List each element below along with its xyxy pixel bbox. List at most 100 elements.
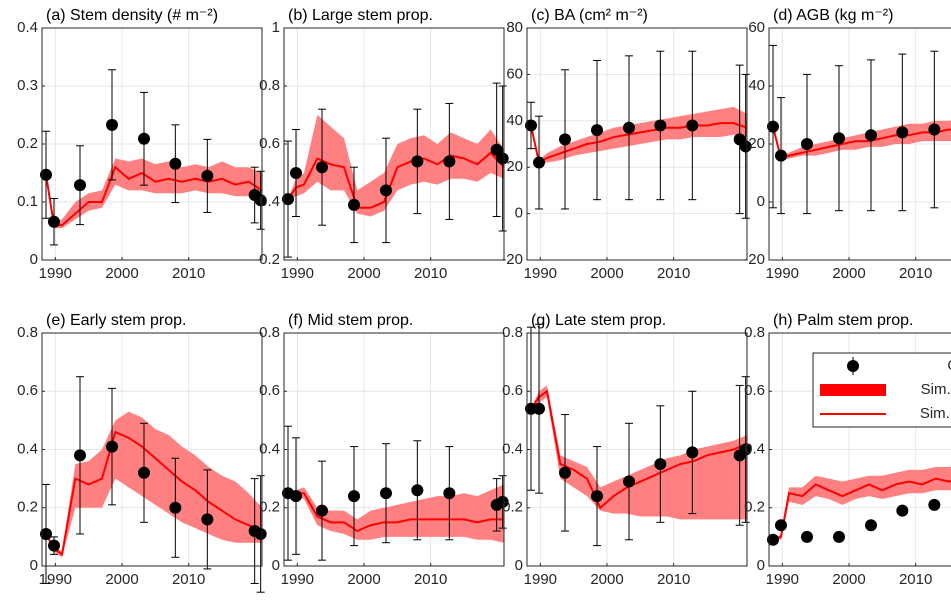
y-tick-label: 0.4 bbox=[17, 440, 38, 457]
panel: -20 0 20 40 60 1990 2000 2010 (d) AGB (kg m⁻²) bbox=[743, 7, 951, 282]
x-tick-label: 2010 bbox=[657, 265, 690, 282]
obs-point bbox=[654, 119, 667, 132]
y-tick-label: 0 bbox=[515, 557, 523, 574]
obs-point bbox=[496, 495, 509, 508]
x-tick-label: 2000 bbox=[347, 571, 380, 588]
obs-point bbox=[48, 539, 60, 552]
obs-point bbox=[559, 133, 571, 146]
y-tick-label: 0.2 bbox=[17, 499, 38, 516]
obs-point bbox=[865, 129, 877, 142]
y-tick-label: 0 bbox=[757, 193, 765, 210]
obs-point bbox=[654, 458, 667, 471]
axes-box bbox=[283, 332, 505, 567]
obs-point bbox=[290, 167, 302, 179]
sim-band bbox=[288, 115, 504, 217]
obs-point bbox=[767, 533, 779, 546]
y-tick-label: 60 bbox=[506, 65, 523, 82]
panel: 0 0.2 0.4 0.6 0.8 1990 2000 2010 (g) Late stem p… bbox=[502, 312, 752, 588]
y-tick-label: 0 bbox=[30, 557, 38, 574]
obs-point bbox=[201, 513, 214, 526]
y-tick-label: 0.6 bbox=[744, 382, 765, 399]
obs-point bbox=[801, 138, 813, 150]
panel: -20 0 20 40 60 80 1990 2000 2010 (c) BA (cm² m⁻²) bbox=[501, 7, 752, 282]
x-tick-label: 2000 bbox=[105, 571, 138, 588]
axes-box bbox=[41, 332, 263, 567]
obs-point bbox=[169, 501, 182, 514]
y-tick-label: 80 bbox=[506, 19, 523, 36]
panel: 0.2 0.4 0.6 0.8 1 1990 2000 2010 (b) Large stem … bbox=[259, 7, 509, 282]
panel-title: (f) Mid stem prop. bbox=[288, 312, 413, 329]
y-tick-label: 0.8 bbox=[17, 324, 38, 341]
obs-point bbox=[380, 184, 392, 197]
y-tick-label: 0.4 bbox=[259, 440, 280, 457]
x-tick-label: 2010 bbox=[172, 265, 205, 282]
obs-point bbox=[138, 466, 150, 479]
panel-title: (d) AGB (kg m⁻²) bbox=[773, 7, 893, 24]
x-tick-label: 1990 bbox=[766, 571, 799, 588]
y-tick-label: 20 bbox=[748, 135, 765, 152]
x-tick-label: 1990 bbox=[524, 265, 557, 282]
y-tick-label: 0.2 bbox=[259, 251, 280, 268]
x-tick-label: 2010 bbox=[657, 571, 690, 588]
obs-point bbox=[533, 156, 545, 169]
y-tick-label: 0.2 bbox=[17, 135, 38, 152]
x-tick-label: 2000 bbox=[347, 265, 380, 282]
obs-point bbox=[686, 446, 699, 459]
y-tick-label: 0.8 bbox=[259, 324, 280, 341]
obs-point bbox=[591, 490, 603, 503]
obs-point bbox=[525, 119, 537, 132]
obs-point bbox=[686, 119, 699, 132]
obs-point bbox=[801, 530, 813, 543]
y-tick-label: 0 bbox=[757, 557, 765, 574]
obs-point bbox=[74, 449, 86, 462]
x-tick-label: 2000 bbox=[105, 265, 138, 282]
obs-point bbox=[106, 118, 118, 131]
obs-point bbox=[775, 149, 787, 162]
y-tick-label: -20 bbox=[501, 251, 523, 268]
obs-point bbox=[411, 155, 424, 168]
obs-point bbox=[739, 140, 752, 153]
legend-label: Sim. std. bbox=[921, 381, 951, 398]
x-tick-label: 2000 bbox=[832, 265, 865, 282]
obs-point bbox=[169, 157, 182, 170]
y-tick-label: 0 bbox=[30, 251, 38, 268]
sim-line bbox=[772, 477, 951, 541]
x-tick-label: 1990 bbox=[281, 265, 314, 282]
obs-point bbox=[896, 504, 909, 517]
y-tick-label: 0.3 bbox=[17, 77, 38, 94]
legend-label: Sim. opt. bbox=[920, 405, 951, 422]
y-tick-label: 0.6 bbox=[259, 382, 280, 399]
obs-point bbox=[201, 169, 214, 182]
y-tick-label: 0.8 bbox=[502, 324, 523, 341]
panel: 0 0.2 0.4 0.6 0.8 1990 2000 2010 (e) Early stem … bbox=[17, 312, 267, 593]
axes-box bbox=[526, 27, 748, 261]
sim-line bbox=[45, 165, 263, 227]
obs-point bbox=[40, 527, 52, 540]
x-tick-label: 2010 bbox=[414, 265, 447, 282]
obs-point bbox=[928, 498, 941, 511]
sim-band bbox=[531, 385, 747, 520]
obs-point bbox=[865, 519, 877, 532]
obs-point bbox=[623, 475, 635, 488]
axes-box bbox=[41, 27, 263, 261]
y-tick-label: 0.2 bbox=[502, 499, 523, 516]
obs-point bbox=[40, 168, 52, 181]
obs-point bbox=[739, 443, 752, 456]
obs-point bbox=[623, 121, 635, 134]
y-tick-label: 0.2 bbox=[259, 499, 280, 516]
sim-line bbox=[287, 489, 504, 533]
x-tick-label: 1990 bbox=[281, 571, 314, 588]
y-tick-label: 0.4 bbox=[502, 440, 523, 457]
y-tick-label: -20 bbox=[743, 251, 765, 268]
obs-point bbox=[833, 132, 845, 145]
x-tick-label: 2000 bbox=[590, 571, 623, 588]
panel-title: (c) BA (cm² m⁻²) bbox=[531, 7, 648, 24]
y-tick-label: 0.1 bbox=[17, 193, 38, 210]
y-tick-label: 0 bbox=[515, 205, 523, 222]
x-tick-label: 2010 bbox=[899, 571, 932, 588]
y-tick-label: 0.4 bbox=[744, 440, 765, 457]
sim-line bbox=[530, 122, 748, 165]
panel: 0 0.2 0.4 0.6 0.8 1990 2000 2010 (h) Palm stem p… bbox=[744, 312, 951, 588]
obs-point bbox=[348, 198, 360, 211]
